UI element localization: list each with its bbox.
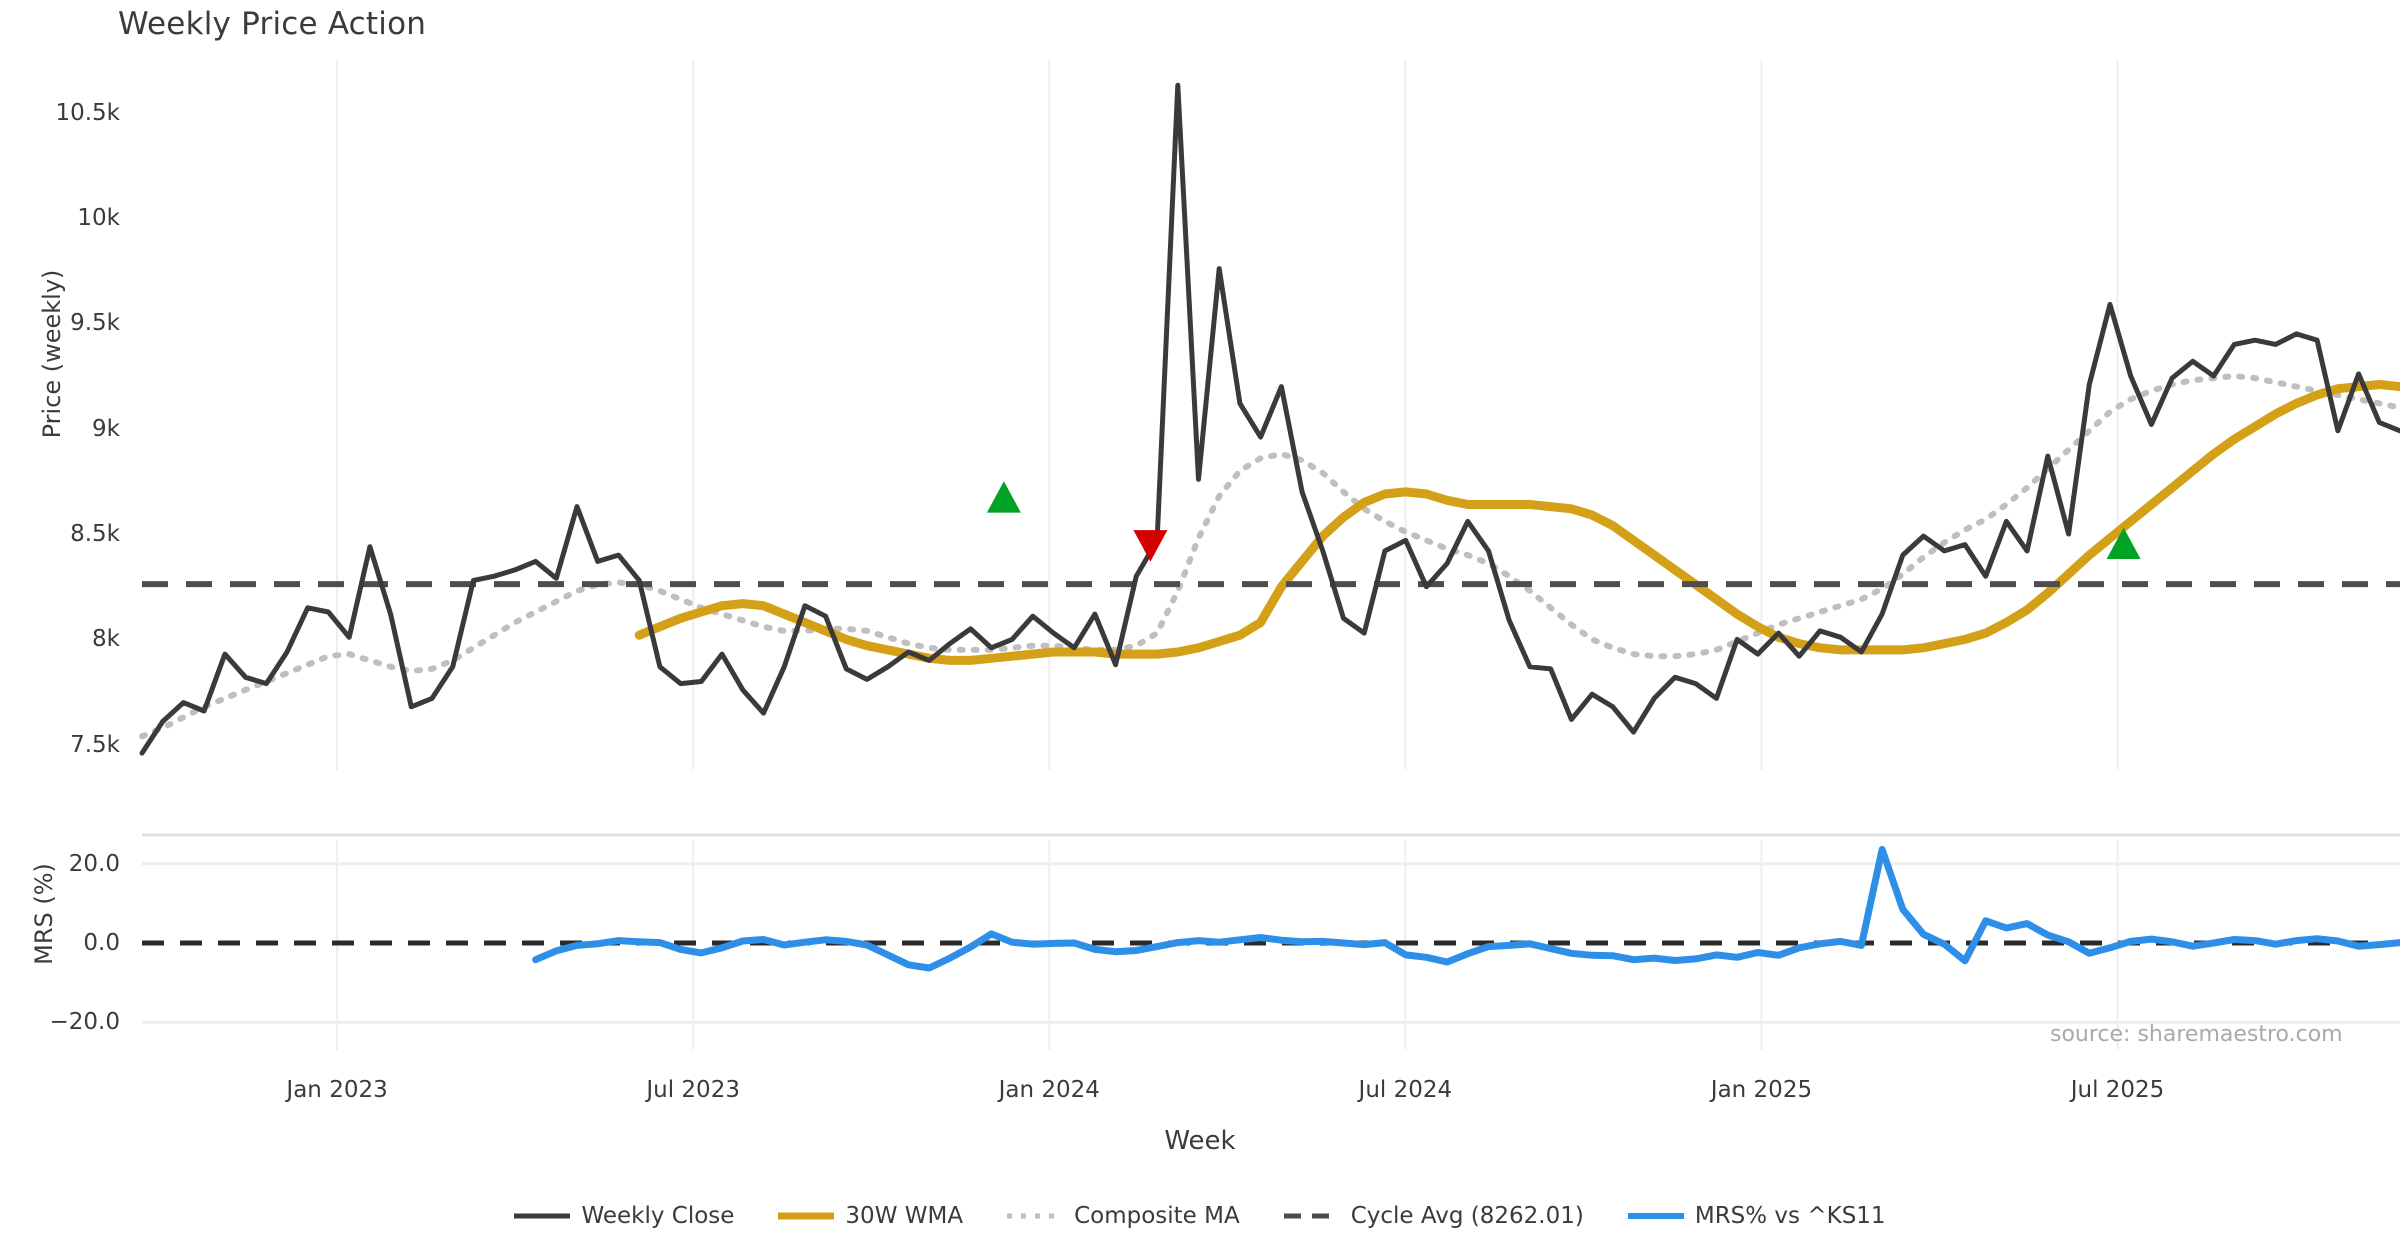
legend-item[interactable]: MRS% vs ^KS11 <box>1627 1203 1886 1229</box>
x-tick: Jan 2025 <box>1710 1077 1813 1103</box>
legend-label: 30W WMA <box>845 1203 964 1229</box>
buy-signal-marker[interactable] <box>986 481 1021 513</box>
legend-label: Cycle Avg (8262.01) <box>1350 1203 1584 1229</box>
price-y-tick: 9k <box>92 415 120 442</box>
price-y-tick: 10k <box>77 205 120 231</box>
price-y-tick: 8.5k <box>70 521 120 548</box>
mrs-y-tick: −20.0 <box>49 1009 120 1036</box>
weekly-close-line <box>139 82 2400 756</box>
chart-legend: Weekly Close 30W WMA Composite MA Cycle Avg… <box>0 1203 2400 1229</box>
legend-item[interactable]: Weekly Close <box>514 1203 734 1229</box>
legend-item[interactable]: Cycle Avg (8262.01) <box>1283 1203 1584 1229</box>
mrs-y-tick: 0.0 <box>83 930 120 957</box>
legend-label: Weekly Close <box>581 1203 735 1229</box>
price-y-tick: 10.5k <box>55 99 120 126</box>
x-axis-label: Week <box>1164 1126 1236 1156</box>
x-tick: Jan 2024 <box>998 1077 1100 1103</box>
x-tick: Jul 2025 <box>2070 1077 2165 1103</box>
price-y-tick: 8k <box>92 626 120 653</box>
source-watermark: source: sharemaestro.com <box>2050 1022 2343 1047</box>
mrs-line <box>532 846 2400 972</box>
legend-item[interactable]: 30W WMA <box>778 1203 963 1229</box>
buy-signal-marker[interactable] <box>2106 527 2141 560</box>
x-tick: Jul 2024 <box>1358 1077 1453 1103</box>
price-y-tick: 9.5k <box>70 310 120 337</box>
legend-label: Composite MA <box>1074 1203 1240 1229</box>
wma-line <box>634 380 2400 665</box>
composite-ma-line <box>139 373 2400 740</box>
price-y-tick: 7.5k <box>70 731 120 758</box>
mrs-y-tick: 20.0 <box>68 850 120 877</box>
x-tick: Jan 2023 <box>286 1077 388 1103</box>
sell-signal-marker[interactable] <box>1133 530 1168 562</box>
legend-item[interactable]: Composite MA <box>1007 1203 1240 1229</box>
chart-title: Weekly Price Action <box>118 6 427 42</box>
x-tick: Jul 2023 <box>646 1077 740 1103</box>
legend-label: MRS% vs ^KS11 <box>1694 1203 1886 1229</box>
